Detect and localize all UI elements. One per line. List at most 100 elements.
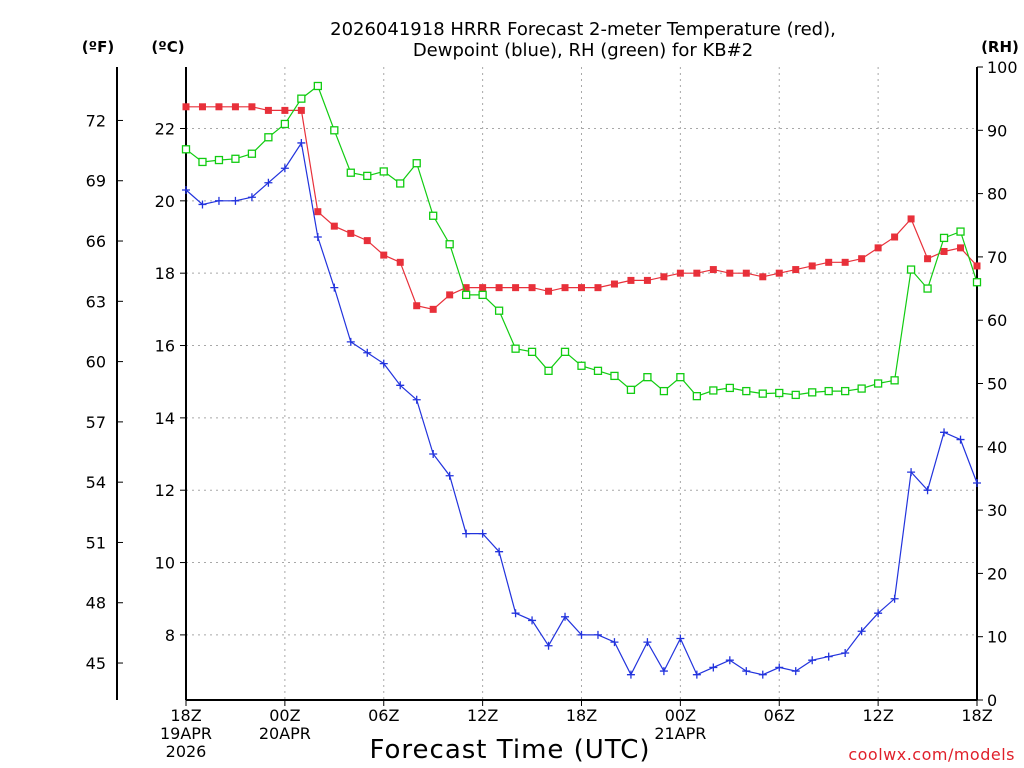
dewpoint-point (214, 196, 223, 205)
temperature-point (858, 255, 866, 263)
temperature-point (264, 106, 272, 114)
celsius-tick-label: 10 (155, 554, 175, 573)
dewpoint-point (659, 667, 668, 676)
rh-tick-label: 40 (987, 438, 1007, 457)
temperature-point (297, 106, 305, 114)
temperature-point (545, 287, 553, 295)
dewpoint-point (742, 667, 751, 676)
rh-tick-label: 100 (987, 58, 1018, 77)
rh-point (577, 361, 586, 370)
dewpoint-point (775, 663, 784, 672)
temperature-point (891, 233, 899, 241)
temperature-point (446, 291, 454, 299)
celsius-tick-label: 16 (155, 337, 175, 356)
rh-point (247, 149, 257, 158)
temperature-point (957, 244, 965, 252)
temperature-point (347, 229, 355, 237)
rh-point (791, 390, 800, 400)
dewpoint-point (346, 337, 355, 346)
dewpoint-point (676, 634, 685, 643)
temperature-point (594, 284, 602, 292)
dewpoint-point (643, 638, 652, 647)
dewpoint-point (396, 381, 405, 390)
dewpoint-point (758, 670, 767, 679)
fahrenheit-tick-label: 66 (86, 232, 106, 251)
dewpoint-point (561, 612, 570, 621)
temperature-point (413, 302, 421, 310)
rh-tick-label: 80 (987, 185, 1007, 204)
rh-point (593, 366, 603, 375)
dewpoint-point (907, 468, 916, 477)
dewpoint-point (940, 428, 949, 437)
temperature-point (940, 247, 948, 255)
temperature-point (660, 273, 668, 281)
temperature-point (215, 103, 223, 111)
rh-point (758, 389, 767, 398)
dewpoint-point (379, 359, 388, 368)
rh-point (494, 306, 504, 315)
rh-point (873, 379, 883, 388)
dewpoint-point (577, 630, 586, 639)
dewpoint-point (280, 164, 289, 173)
rh-tick-label: 0 (987, 691, 997, 710)
dewpoint-point (445, 471, 454, 480)
temperature-point (330, 222, 338, 230)
temperature-point (973, 262, 981, 270)
dewpoint-point (610, 638, 619, 647)
source-credit[interactable]: coolwx.com/models (848, 745, 1015, 764)
series-rh (181, 81, 982, 401)
rh-point (610, 371, 619, 381)
rh-point (181, 145, 191, 154)
series-line (185, 141, 978, 677)
x-tick-label: 06Z (764, 706, 795, 725)
dewpoint-point (313, 233, 322, 242)
chart-title-line1: 2026041918 HRRR Forecast 2-meter Tempera… (330, 19, 836, 40)
temperature-point (231, 103, 239, 111)
dewpoint-point (709, 663, 718, 672)
dewpoint-point (511, 609, 520, 618)
dewpoint-point (841, 648, 850, 657)
dewpoint-point (692, 670, 701, 679)
rh-tick-label: 90 (987, 121, 1007, 140)
dewpoint-point (231, 196, 240, 205)
dewpoint-point (478, 529, 487, 538)
x-tick-label: 00Z (269, 706, 300, 725)
dewpoint-point (824, 652, 833, 661)
temperature-point (709, 266, 717, 274)
x-tick-label: 18Z (961, 706, 992, 725)
celsius-tick-label: 22 (155, 119, 175, 138)
dewpoint-point (544, 641, 553, 650)
rh-tick-label: 70 (987, 248, 1007, 267)
rh-point (560, 347, 570, 357)
rh-point (709, 386, 718, 395)
rh-point (461, 290, 471, 300)
temperature-point (198, 103, 206, 111)
celsius-tick-label: 18 (155, 264, 175, 283)
dewpoint-point (791, 667, 800, 676)
dewpoint-point (198, 200, 207, 209)
dewpoint-point (593, 630, 602, 639)
dewpoint-point (182, 185, 190, 194)
rh-point (626, 385, 636, 394)
fahrenheit-tick-label: 45 (86, 654, 106, 673)
temperature-point (759, 273, 767, 281)
dewpoint-point (429, 450, 438, 459)
rh-point (445, 240, 454, 249)
celsius-tick-label: 20 (155, 192, 175, 211)
temperature-point (775, 269, 783, 277)
temperature-point (578, 284, 585, 292)
temperature-point (643, 276, 651, 284)
rh-point (643, 373, 652, 382)
rh-point (511, 344, 520, 353)
rh-tick-label: 30 (987, 501, 1007, 520)
rh-point (775, 388, 784, 398)
dewpoint-point (725, 656, 734, 665)
rh-point (313, 81, 322, 91)
dewpoint-point (363, 348, 372, 357)
dewpoint-point (412, 395, 421, 404)
temperature-point (512, 284, 520, 292)
rh-unit-label: (RH) (981, 38, 1019, 56)
temperature-point (281, 106, 289, 114)
rh-point (659, 386, 669, 396)
